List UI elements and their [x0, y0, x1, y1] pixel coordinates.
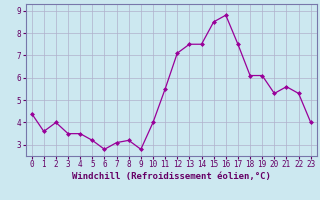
X-axis label: Windchill (Refroidissement éolien,°C): Windchill (Refroidissement éolien,°C)	[72, 172, 271, 181]
